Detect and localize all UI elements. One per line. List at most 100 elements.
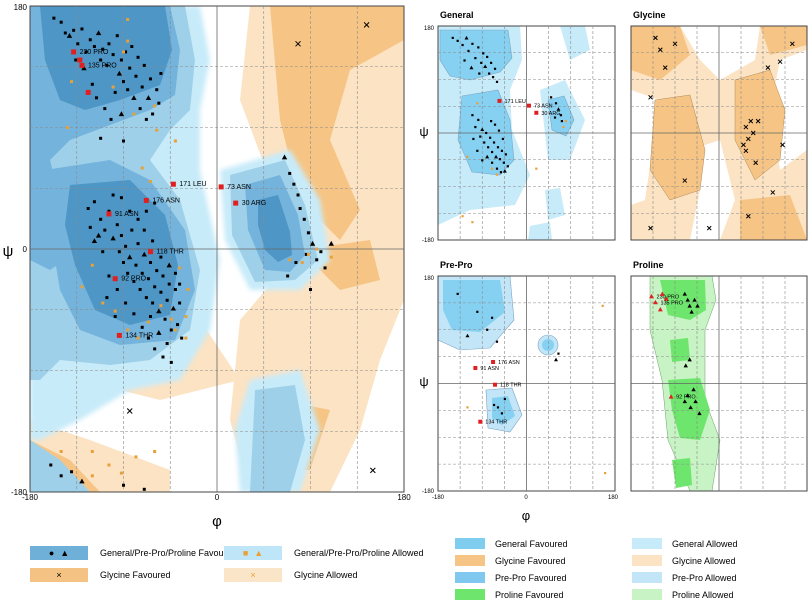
data-point-favoured	[169, 360, 173, 364]
data-point-favoured	[130, 228, 134, 232]
region-legend-item: Glycine Allowed	[632, 555, 736, 566]
data-point-favoured	[92, 200, 96, 204]
data-point-allowed	[490, 167, 494, 170]
data-point-favoured	[140, 325, 144, 329]
data-point-allowed	[169, 317, 173, 321]
outlier-point	[85, 89, 91, 95]
data-point-allowed	[59, 450, 63, 453]
data-point-favoured	[59, 474, 63, 478]
data-point-favoured	[496, 146, 500, 149]
data-point-allowed	[300, 261, 304, 264]
data-point-favoured	[306, 231, 310, 235]
outlier-point	[473, 365, 478, 370]
general-ytick-max: 180	[424, 26, 435, 32]
data-point-allowed	[466, 406, 469, 409]
data-point-glycine	[753, 160, 759, 166]
data-point-favoured	[481, 159, 484, 162]
region-legend-label: General Favoured	[495, 538, 568, 549]
outlier-label: 73 ASN	[227, 184, 251, 191]
data-point-allowed	[535, 167, 538, 170]
data-point-favoured	[482, 52, 485, 55]
data-point-favoured	[95, 232, 102, 238]
data-point-glycine	[672, 41, 678, 47]
data-point-glycine	[745, 213, 751, 219]
outlier-label: 92 PRO	[121, 276, 146, 283]
data-point-favoured	[490, 61, 493, 64]
data-point-favoured	[687, 303, 692, 308]
data-point-favoured	[149, 261, 153, 264]
outlier-label: 171 LEU	[504, 99, 525, 105]
data-point-favoured	[480, 61, 483, 64]
data-point-glycine	[750, 130, 756, 136]
data-point-allowed	[101, 301, 105, 305]
outlier-point	[649, 293, 654, 299]
data-point-favoured	[695, 303, 700, 308]
outlier-point	[79, 62, 85, 68]
pre-pro-xtick-max: 180	[608, 495, 619, 501]
region-legend-swatch	[455, 589, 485, 600]
outlier-point	[497, 98, 502, 103]
data-point-favoured	[127, 254, 133, 260]
data-point-favoured	[153, 347, 157, 351]
data-point-favoured	[113, 315, 117, 318]
data-point-favoured	[132, 279, 136, 283]
legend-cross-icon: ×	[56, 570, 62, 580]
outlier-point	[143, 197, 149, 203]
data-point-favoured	[178, 301, 182, 305]
outlier-point	[534, 110, 539, 115]
region-legend-swatch	[632, 589, 662, 600]
data-point-favoured	[124, 50, 128, 54]
data-point-allowed	[107, 463, 111, 467]
data-point-favoured	[63, 31, 67, 35]
data-point-favoured	[682, 291, 687, 296]
data-point-favoured	[302, 217, 306, 221]
data-point-favoured	[110, 235, 116, 241]
data-point-favoured	[502, 161, 505, 164]
data-point-favoured	[477, 46, 480, 49]
data-point-favoured	[559, 114, 563, 117]
data-point-favoured	[66, 33, 73, 38]
data-point-favoured	[95, 30, 102, 36]
data-point-glycine	[662, 65, 668, 70]
data-point-glycine	[789, 41, 795, 47]
data-point-favoured	[122, 261, 125, 264]
data-point-allowed	[495, 173, 499, 176]
main-xtick-min: -180	[22, 493, 39, 502]
data-point-favoured	[498, 158, 502, 161]
data-point-glycine	[765, 65, 771, 70]
main-plot-grid	[30, 6, 404, 492]
data-point-allowed	[604, 471, 607, 475]
outlier-label: 30 ARG	[242, 200, 267, 207]
data-point-favoured	[99, 136, 103, 140]
data-point-favoured	[472, 137, 475, 141]
data-point-favoured	[456, 292, 459, 296]
data-point-favoured	[474, 57, 477, 60]
data-point-allowed	[306, 252, 310, 256]
data-point-favoured	[556, 107, 561, 111]
outlier-point	[116, 332, 122, 338]
data-point-favoured	[132, 312, 136, 316]
data-point-favoured	[319, 250, 323, 254]
data-point-glycine	[780, 142, 785, 148]
data-point-favoured	[107, 209, 111, 213]
data-point-favoured	[142, 63, 146, 67]
data-point-allowed	[184, 336, 188, 340]
data-point-favoured	[173, 288, 177, 291]
data-point-favoured	[170, 305, 177, 311]
data-point-favoured	[500, 412, 504, 415]
data-point-favoured	[496, 406, 500, 409]
main-ytick-min: -180	[11, 488, 28, 497]
legend-cross-icon: ×	[250, 570, 256, 580]
data-point-favoured	[146, 336, 150, 340]
data-point-favoured	[136, 55, 140, 59]
data-point-favoured	[49, 463, 53, 467]
data-point-favoured	[72, 28, 76, 32]
data-point-favoured	[178, 282, 182, 286]
data-point-glycine	[682, 178, 688, 183]
data-point-favoured	[122, 483, 125, 487]
outlier-label: 134 THR	[125, 332, 153, 339]
data-point-glycine	[295, 40, 301, 47]
data-point-allowed	[471, 221, 474, 224]
data-point-favoured	[180, 336, 184, 340]
outlier-point	[493, 382, 498, 387]
